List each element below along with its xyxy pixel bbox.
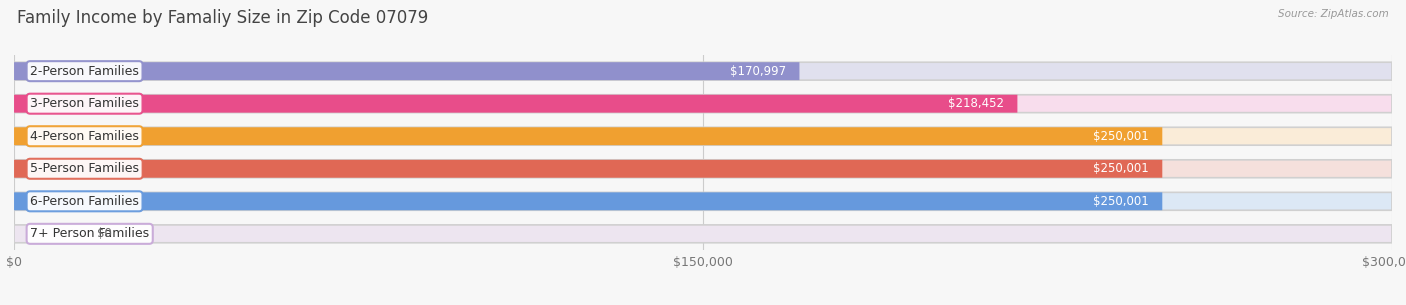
FancyBboxPatch shape <box>14 160 1163 178</box>
Text: 5-Person Families: 5-Person Families <box>30 162 139 175</box>
FancyBboxPatch shape <box>14 62 1392 80</box>
Text: 2-Person Families: 2-Person Families <box>30 65 139 78</box>
Text: 4-Person Families: 4-Person Families <box>30 130 139 143</box>
Text: $250,001: $250,001 <box>1092 195 1149 208</box>
Text: Source: ZipAtlas.com: Source: ZipAtlas.com <box>1278 9 1389 19</box>
Text: $0: $0 <box>97 227 111 240</box>
Text: Family Income by Famaliy Size in Zip Code 07079: Family Income by Famaliy Size in Zip Cod… <box>17 9 427 27</box>
FancyBboxPatch shape <box>14 192 1392 210</box>
FancyBboxPatch shape <box>14 95 1392 113</box>
FancyBboxPatch shape <box>14 192 1163 210</box>
Text: $250,001: $250,001 <box>1092 130 1149 143</box>
Text: 3-Person Families: 3-Person Families <box>30 97 139 110</box>
FancyBboxPatch shape <box>14 95 1018 113</box>
FancyBboxPatch shape <box>14 160 1392 178</box>
FancyBboxPatch shape <box>14 127 1392 145</box>
Text: $170,997: $170,997 <box>730 65 786 78</box>
Text: $218,452: $218,452 <box>948 97 1004 110</box>
Text: 7+ Person Families: 7+ Person Families <box>30 227 149 240</box>
FancyBboxPatch shape <box>14 127 1163 145</box>
FancyBboxPatch shape <box>14 62 800 80</box>
FancyBboxPatch shape <box>14 225 1392 243</box>
Text: $250,001: $250,001 <box>1092 162 1149 175</box>
Text: 6-Person Families: 6-Person Families <box>30 195 139 208</box>
